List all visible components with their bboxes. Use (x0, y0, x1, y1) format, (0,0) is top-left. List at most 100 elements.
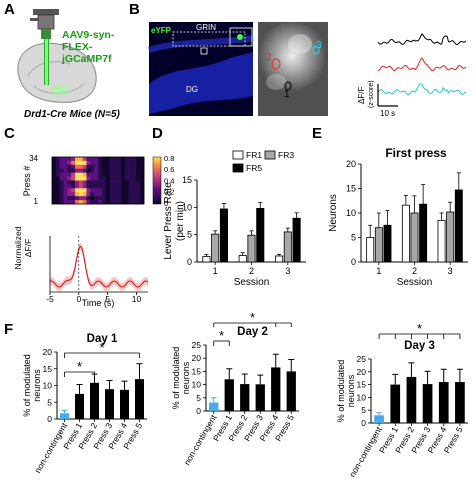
heatmap-cell (109, 176, 114, 181)
heatmap-cell (101, 176, 106, 181)
chart-f3-title: Day 3 (404, 340, 435, 352)
chart-e-ytick-label: 20 (346, 159, 356, 169)
heatmap-cell (113, 168, 118, 173)
chart-f2-ytick-label: 10 (192, 380, 202, 390)
chart-f3-ylabel-2: neurons (346, 374, 356, 407)
heatmap-cell (94, 157, 99, 162)
heatmap-cell (94, 176, 99, 181)
heatmap-cell (82, 164, 87, 170)
chart-d-ytick-label: 10 (182, 202, 192, 212)
chart-f3-bar (455, 382, 465, 423)
heatmap-cell (105, 192, 110, 197)
heatmap-cell (55, 188, 60, 193)
chart-e-xlabel: Session (397, 277, 433, 288)
heatmap-cell (101, 160, 106, 166)
heatmap-cell (98, 176, 103, 181)
heatmap-cell (52, 164, 57, 170)
chart-f2-ytick-label: 0 (196, 406, 201, 416)
heatmap-cell (109, 168, 114, 173)
heatmap-cell (90, 176, 95, 181)
chart-d-ytick-label: 15 (182, 175, 192, 185)
heatmap-cell (105, 168, 110, 173)
heatmap-cell (52, 172, 57, 177)
panel-label-c: C (4, 125, 15, 142)
heatmap-cell (59, 172, 64, 177)
heatmap-cell (113, 188, 118, 193)
panel-label-e: E (312, 125, 323, 142)
heatmap-cell (90, 184, 95, 189)
chart-f3-bar (406, 376, 417, 423)
heatmap-cell (140, 168, 145, 173)
heatmap-cell (140, 200, 145, 205)
heatmap-cell (82, 180, 87, 185)
heatmap-cell (132, 172, 137, 177)
chart-f1-bar (120, 389, 129, 419)
heatmap-cell (67, 188, 72, 193)
trace-ylabel-c2: ΔF/F (23, 239, 33, 257)
heatmap-cell (86, 192, 91, 197)
heatmap-cell (78, 200, 83, 205)
legend-d-fr3: FR3 (278, 150, 294, 160)
heatmap-cell (128, 172, 133, 177)
heatmap-cell (59, 188, 64, 193)
heatmap-cell (71, 200, 76, 205)
heatmap-cell (132, 188, 137, 193)
heatmap-cell (86, 160, 91, 166)
heatmap-cell (121, 192, 126, 197)
heatmap-cell (55, 200, 60, 205)
heatmap-cell (98, 180, 103, 185)
heatmap-cell (82, 196, 87, 201)
heatmap-cell (94, 160, 99, 166)
heatmap-cell (71, 164, 76, 170)
virus-line-1: AAV9-syn- (62, 29, 115, 41)
heatmap-cell (113, 157, 118, 162)
heatmap-cell (132, 157, 137, 162)
inset-box (229, 27, 253, 47)
heatmap-cell (105, 164, 110, 170)
trace-x-axis: -5 0 5 10 (46, 236, 148, 304)
heatmap-cell (128, 157, 133, 162)
heatmap-cell (67, 172, 72, 177)
chart-e-bar-fr5 (383, 224, 392, 263)
heatmap-cell (121, 188, 126, 193)
heatmap-cell (90, 196, 95, 201)
heatmap-cell (82, 168, 87, 173)
heatmap-cell (78, 196, 83, 201)
chart-f1-ytick-label: 10 (43, 381, 53, 391)
trace-ylabel-2: (z-score) (368, 80, 375, 108)
heatmap-cell (82, 157, 87, 162)
heatmap-cell (132, 192, 137, 197)
heatmap-cell (82, 188, 87, 193)
chart-f2-bar (240, 384, 250, 411)
heatmap-cell (124, 157, 129, 162)
heatmap-cell (78, 176, 83, 181)
heatmap-cell (132, 200, 137, 205)
heatmap-cell (105, 196, 110, 201)
heatmap-cell (59, 200, 64, 205)
chart-f3-ytick-label: 20 (357, 367, 367, 377)
chart-f2-bar (271, 367, 281, 411)
heatmap-cell (63, 176, 68, 181)
chart-f2-ytick-label: 20 (192, 353, 202, 363)
heatmap-cell (98, 157, 103, 162)
heatmap-cell (109, 180, 114, 185)
heatmap-cell (52, 157, 57, 162)
calcium-traces (377, 33, 467, 96)
heatmap-cell (67, 160, 72, 166)
cell-label-1: 1 (284, 89, 290, 100)
heatmap-cell (136, 157, 141, 162)
heatmap-cell (78, 184, 83, 189)
heatmap-cell (71, 184, 76, 189)
heatmap-cell (136, 168, 141, 173)
legend-d-fr5: FR5 (246, 163, 262, 173)
heatmap-cell (124, 164, 129, 170)
chart-f2-bar (255, 384, 265, 411)
heatmap-cell (140, 184, 145, 189)
chart-d-xlabel: Session (234, 277, 270, 288)
heatmap-cell (140, 160, 145, 166)
heatmap-cell (78, 160, 83, 166)
heatmap-cell (55, 184, 60, 189)
heatmap-cell (52, 196, 57, 201)
heatmap-cell (75, 172, 80, 177)
heatmap-cell (101, 164, 106, 170)
